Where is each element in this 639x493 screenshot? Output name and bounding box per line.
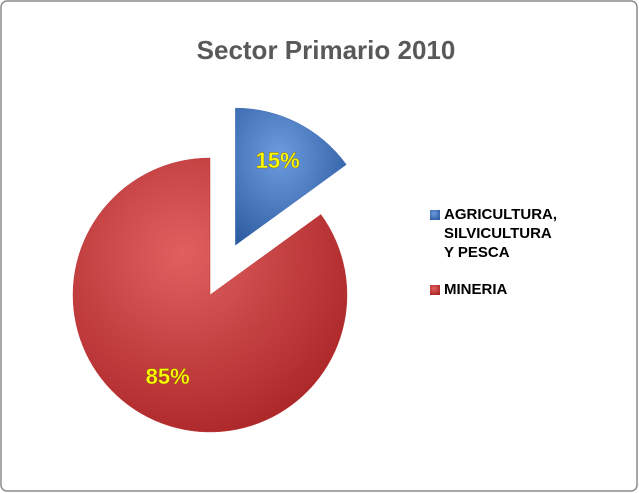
chart-title: Sector Primario 2010 — [197, 35, 456, 65]
pie-slice — [235, 107, 347, 246]
legend-label: MINERIA — [444, 281, 508, 298]
data-label: 15% — [256, 148, 300, 173]
legend-label: AGRICULTURA, SILVICULTURA Y PESCA — [444, 206, 557, 261]
legend-swatch — [430, 210, 440, 220]
legend-label-line: Y PESCA — [444, 244, 510, 261]
pie-slice — [72, 157, 348, 433]
legend-label-line: SILVICULTURA — [444, 225, 552, 242]
legend-label-line: AGRICULTURA, — [444, 206, 557, 223]
data-label: 85% — [146, 364, 190, 389]
legend-label-line: MINERIA — [444, 281, 508, 298]
legend-swatch — [430, 285, 440, 295]
